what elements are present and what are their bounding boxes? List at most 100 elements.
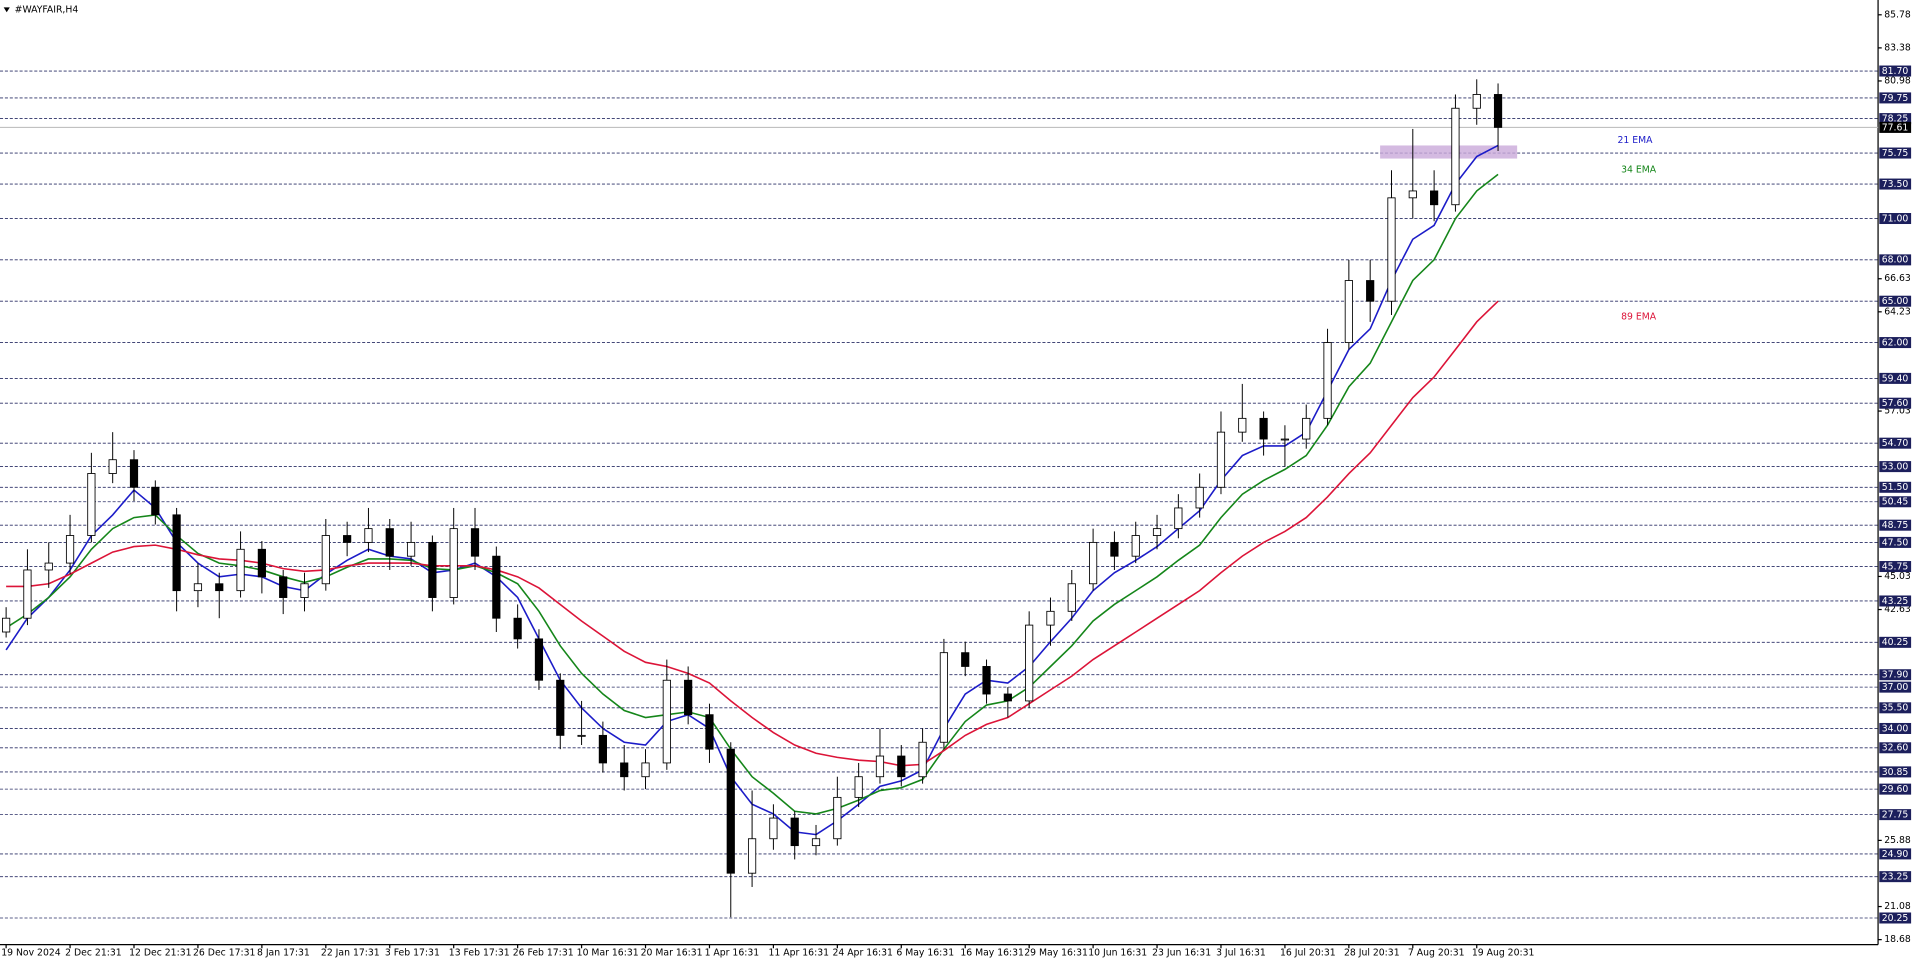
candle-body <box>1067 583 1076 612</box>
x-tick-label: 23 Jun 16:31 <box>1152 948 1211 959</box>
candle-body <box>1003 693 1012 702</box>
level-label-box <box>1879 65 1912 77</box>
candle-body <box>129 459 139 488</box>
candle-body <box>1238 417 1247 433</box>
level-label-box <box>1879 561 1912 573</box>
level-label: 71.00 <box>1882 213 1909 224</box>
candle-body <box>1387 197 1396 302</box>
y-tick-label: 25.88 <box>1884 835 1911 846</box>
candle-body <box>1174 507 1183 530</box>
candle-body <box>1089 541 1098 585</box>
candle-body <box>364 528 373 543</box>
candle-body <box>1046 610 1055 626</box>
level-label-box <box>1879 536 1912 548</box>
level-label-box <box>1879 481 1912 493</box>
candle-body <box>108 459 117 474</box>
candle-body <box>918 741 927 778</box>
candle-body <box>705 714 714 750</box>
y-tick-label: 66.63 <box>1884 273 1911 284</box>
level-label-box <box>1879 636 1912 648</box>
level-label: 48.75 <box>1882 520 1909 531</box>
x-tick-label: 29 May 16:31 <box>1024 948 1088 959</box>
level-label-box <box>1879 147 1912 159</box>
level-label: 50.45 <box>1882 497 1909 508</box>
candle-body <box>1344 280 1353 343</box>
level-label-box <box>1879 92 1912 104</box>
candle-body <box>577 734 586 737</box>
x-tick-label: 16 May 16:31 <box>960 948 1024 959</box>
x-tick-label: 3 Jul 16:31 <box>1216 948 1266 959</box>
candle-body <box>897 755 906 778</box>
candle-body <box>1259 417 1268 440</box>
x-tick-label: 12 Dec 21:31 <box>129 948 192 959</box>
level-label-box <box>1879 254 1912 266</box>
x-tick-label: 28 Jul 20:31 <box>1344 948 1400 959</box>
highlight-zone <box>1380 145 1518 159</box>
candle-body <box>172 514 181 592</box>
level-label: 37.90 <box>1882 670 1909 681</box>
candle-body <box>215 583 224 592</box>
candle-body <box>1493 94 1503 128</box>
candle-body <box>854 776 863 798</box>
level-label-box <box>1879 871 1912 883</box>
y-tick-label: 45.03 <box>1884 571 1911 582</box>
y-tick-label: 85.78 <box>1884 9 1911 20</box>
ema-label: 21 EMA <box>1617 135 1653 146</box>
x-tick-label: 2 Dec 21:31 <box>65 948 122 959</box>
level-label: 27.75 <box>1882 809 1909 820</box>
level-label-box <box>1879 702 1912 714</box>
level-label: 32.60 <box>1882 743 1909 754</box>
candle-body <box>1216 431 1226 488</box>
y-tick-label: 42.63 <box>1884 604 1911 615</box>
x-tick-label: 16 Jul 20:31 <box>1280 948 1336 959</box>
candle-body <box>1110 541 1119 557</box>
y-tick-label: 21.08 <box>1884 901 1911 912</box>
candle-body <box>620 762 629 778</box>
candle-body <box>1323 342 1332 419</box>
candle-body <box>1152 528 1162 536</box>
x-tick-label: 10 Jun 16:31 <box>1088 948 1147 959</box>
candle-body <box>44 562 53 571</box>
candle-body <box>875 755 885 778</box>
candle-body <box>300 583 309 598</box>
candle-body <box>662 679 671 764</box>
chart-title: #WAYFAIR,H4 <box>15 4 79 15</box>
x-tick-label: 10 Mar 16:31 <box>577 948 639 959</box>
candle-body <box>961 652 970 667</box>
level-label-box <box>1879 213 1912 225</box>
candle-body <box>321 535 330 585</box>
candle-body <box>684 679 693 716</box>
level-label: 23.25 <box>1882 872 1909 883</box>
level-label: 30.85 <box>1882 767 1909 778</box>
y-tick-label: 18.68 <box>1884 934 1911 945</box>
y-tick-label: 83.38 <box>1884 42 1911 53</box>
last-price-label: 77.61 <box>1882 122 1909 133</box>
level-label-box <box>1879 742 1912 754</box>
candle-body <box>833 796 842 840</box>
level-label-box <box>1879 461 1912 473</box>
candle-body <box>236 548 245 592</box>
candle-body <box>747 838 757 874</box>
x-tick-label: 13 Feb 17:31 <box>449 948 510 959</box>
ema-label: 34 EMA <box>1621 165 1657 176</box>
candle-body <box>598 734 607 764</box>
level-label: 20.25 <box>1882 913 1909 924</box>
y-tick-label: 80.98 <box>1884 75 1911 86</box>
level-label-box <box>1879 595 1912 607</box>
menu-arrow[interactable] <box>3 7 10 13</box>
candle-body <box>492 555 501 619</box>
ema-line <box>5 173 1499 815</box>
level-label-box <box>1879 437 1912 449</box>
x-tick-label: 26 Feb 17:31 <box>513 948 574 959</box>
level-label: 62.00 <box>1882 337 1909 348</box>
level-label-box <box>1879 681 1912 693</box>
candle-body <box>641 762 650 778</box>
x-tick-label: 26 Dec 17:31 <box>193 948 256 959</box>
level-label: 47.50 <box>1882 537 1909 548</box>
candle-body <box>449 528 458 598</box>
candle-body <box>87 473 96 536</box>
candle-body <box>982 666 991 695</box>
candle-body <box>406 541 416 557</box>
candle-body <box>1472 94 1481 109</box>
candle-body <box>385 528 394 557</box>
